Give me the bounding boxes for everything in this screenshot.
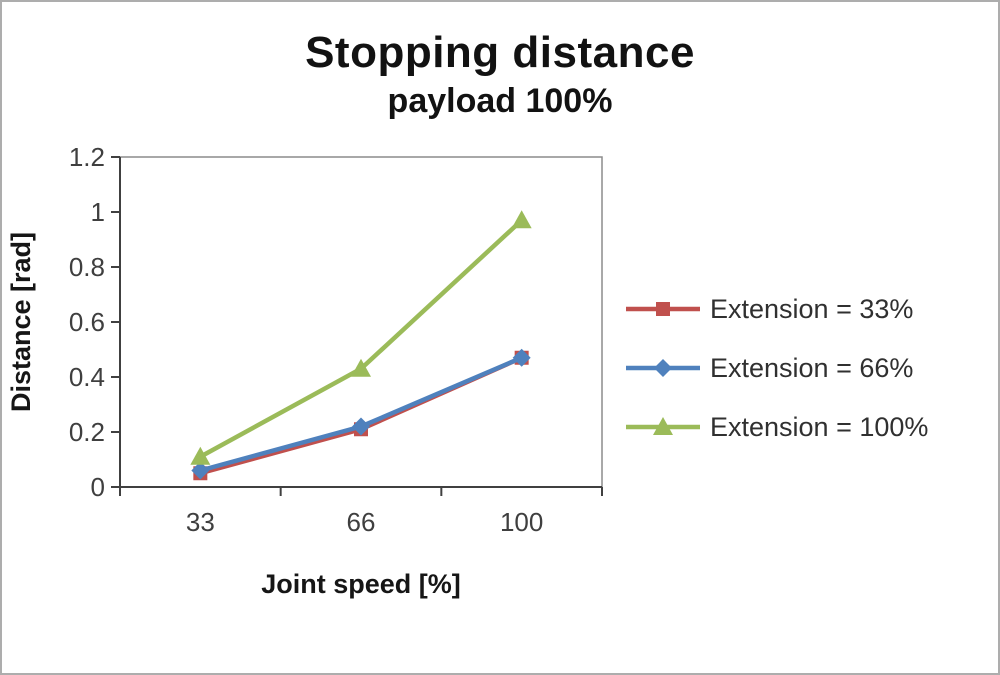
plot-border [119, 156, 603, 488]
legend-item-1: Extension = 66% [626, 353, 928, 384]
legend-label: Extension = 33% [710, 293, 914, 324]
triangle-marker [190, 446, 211, 465]
chart-subtitle: payload 100% [387, 82, 613, 120]
legend-item-0: Extension = 33% [626, 294, 928, 325]
legend-marker-sample [626, 417, 700, 435]
triangle-marker [351, 358, 371, 377]
square-marker [656, 302, 670, 316]
diamond-marker [512, 348, 531, 367]
diamond-marker [352, 417, 370, 436]
y-tick-label: 1 [91, 197, 105, 227]
x-axis-title: Joint speed [%] [261, 569, 461, 599]
y-tick-label: 0.4 [69, 362, 105, 392]
x-tick-label: 33 [186, 507, 215, 537]
legend-marker-sample [626, 359, 700, 377]
y-tick-label: 0 [91, 472, 105, 502]
y-tick-label: 0.6 [69, 307, 105, 337]
diamond-marker [191, 461, 210, 480]
x-tick-label: 66 [347, 507, 376, 537]
legend-label: Extension = 100% [710, 411, 929, 442]
legend: Extension = 33% Extension = 66% Extension … [626, 294, 928, 443]
y-axis-title: Distance [rad] [6, 232, 36, 412]
x-tick-label: 100 [500, 507, 543, 537]
legend-label: Extension = 66% [710, 352, 914, 383]
y-tick-label: 1.2 [69, 142, 105, 172]
diamond-marker [654, 359, 672, 377]
plot-area: 0 0.2 0.4 0.6 0.8 1 1.2 33 66 100 Joint speed [%] D… [6, 142, 603, 599]
triangle-marker [511, 210, 532, 229]
triangle-marker [653, 417, 673, 435]
y-tick-label: 0.2 [69, 417, 105, 447]
legend-item-2: Extension = 100% [626, 412, 928, 443]
chart-title: Stopping distance [305, 28, 695, 77]
chart-body: 0 0.2 0.4 0.6 0.8 1 1.2 33 66 100 Joint speed [%] D… [2, 127, 998, 609]
y-tick-label: 0.8 [69, 252, 105, 282]
legend-marker-sample [626, 302, 700, 316]
